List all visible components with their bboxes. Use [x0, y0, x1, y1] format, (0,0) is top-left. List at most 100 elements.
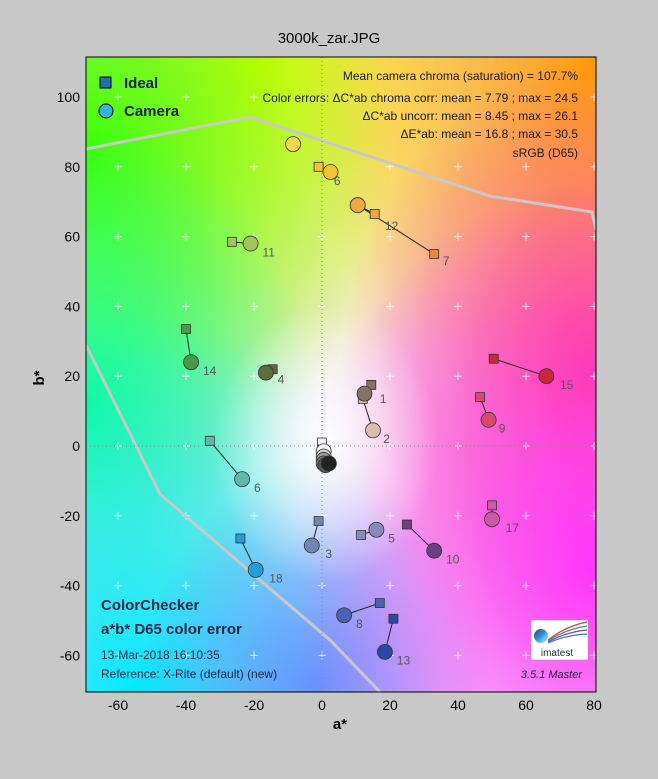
grid-cross	[454, 162, 462, 171]
grid-cross	[454, 302, 462, 311]
grid-cross	[386, 232, 394, 241]
x-tick-label: 40	[450, 697, 466, 713]
grid-cross	[590, 232, 596, 241]
grid-cross	[114, 651, 122, 660]
grid-cross	[454, 581, 462, 590]
y-tick-label: -40	[60, 578, 80, 594]
point-label: 10	[446, 552, 460, 566]
grid-cross	[182, 581, 190, 590]
ideal-marker	[226, 236, 237, 247]
logo-text: imatest	[541, 648, 573, 659]
grid-cross	[318, 651, 326, 660]
ideal-marker	[402, 519, 412, 530]
point-label: 1	[380, 392, 387, 406]
grid-cross	[590, 302, 596, 311]
y-tick-labels: -60 -40 -20 0 20 40 60 80 100	[57, 89, 81, 663]
x-tick-label: -20	[244, 697, 264, 713]
grid-cross	[250, 581, 258, 590]
point-label: 8	[356, 617, 363, 631]
grid-cross	[454, 372, 462, 381]
y-tick-label: -20	[60, 508, 80, 524]
grid-cross	[182, 232, 190, 241]
point-label: 17	[506, 521, 520, 535]
ideal-marker	[429, 249, 440, 259]
ideal-marker	[388, 613, 399, 624]
grid-cross	[386, 372, 394, 381]
x-tick-label: -40	[176, 697, 196, 713]
ideal-marker	[487, 500, 497, 511]
imatest-logo: imatest	[530, 619, 589, 661]
camera-marker	[336, 607, 353, 624]
ideal-marker	[488, 353, 499, 364]
x-tick-label: 80	[586, 697, 602, 713]
ideal-marker	[181, 324, 191, 334]
footer-date: 13-Mar-2018 16:10:35	[101, 648, 220, 662]
annotation-delta-e: ΔE*ab: mean = 16.8 ; max = 30.5	[401, 127, 579, 141]
annotations: Mean camera chroma (saturation) = 107.7%…	[263, 69, 579, 160]
point-label: 12	[385, 219, 399, 233]
grid-cross	[250, 511, 258, 520]
camera-marker	[303, 537, 320, 554]
grid-cross	[454, 511, 462, 520]
grid-cross	[182, 651, 190, 660]
y-tick-label: -60	[60, 647, 80, 663]
grid-cross	[590, 162, 596, 171]
y-tick-label: 20	[64, 368, 80, 384]
camera-marker	[285, 136, 302, 153]
camera-markers	[183, 136, 555, 660]
grid-cross	[386, 93, 394, 101]
y-tick-label: 40	[64, 298, 80, 314]
point-label: 7	[443, 254, 450, 268]
x-tick-label: -60	[108, 697, 128, 713]
camera-marker	[480, 411, 497, 428]
grid-cross	[114, 511, 122, 520]
camera-marker	[356, 385, 373, 402]
annotation-chroma: Mean camera chroma (saturation) = 107.7%	[343, 69, 578, 83]
camera-marker	[376, 644, 393, 660]
x-tick-label: 20	[382, 697, 398, 713]
grid-cross	[250, 93, 258, 101]
point-label: 6	[254, 481, 261, 495]
camera-marker	[234, 471, 251, 488]
camera-marker	[426, 542, 443, 559]
camera-marker	[257, 364, 274, 381]
grid-cross	[522, 162, 530, 171]
footer-reference: Reference: X-Rite (default) (new)	[101, 667, 277, 681]
error-line	[493, 358, 547, 377]
grid-cross	[250, 651, 258, 660]
ideal-marker	[366, 380, 377, 390]
ideal-marker	[374, 598, 385, 608]
camera-marker	[349, 197, 366, 214]
point-label: 11	[263, 245, 276, 259]
grid-cross	[114, 372, 122, 381]
point-label: 13	[397, 654, 411, 668]
version-label: 3.5.1 Master	[521, 669, 583, 681]
grid-cross	[182, 302, 190, 311]
ideal-marker	[369, 209, 380, 219]
point-label: 6	[334, 174, 341, 188]
chart-title: 3000k_zar.JPG	[277, 30, 381, 47]
point-label: 14	[203, 364, 217, 378]
y-tick-label: 100	[57, 89, 81, 105]
footer-title: ColorChecker	[101, 597, 200, 614]
grid-cross	[522, 302, 530, 311]
grid-cross	[590, 651, 596, 660]
grid-cross	[454, 232, 462, 241]
grid-cross	[114, 581, 122, 590]
grid-cross	[590, 93, 596, 101]
ideal-marker	[235, 533, 246, 544]
grid-cross	[386, 302, 394, 311]
legend: Ideal Camera	[98, 75, 180, 120]
camera-marker	[368, 521, 385, 538]
y-tick-label: 0	[72, 438, 80, 454]
annotation-colorspace: sRGB (D65)	[513, 146, 578, 160]
ideal-marker	[313, 516, 324, 526]
grid-cross	[386, 581, 394, 590]
grid-cross	[522, 372, 530, 381]
error-line	[209, 440, 243, 480]
grid-cross	[522, 232, 530, 241]
ideal-marker	[204, 435, 215, 446]
legend-camera-marker	[98, 103, 114, 119]
x-tick-label: 60	[518, 697, 534, 713]
